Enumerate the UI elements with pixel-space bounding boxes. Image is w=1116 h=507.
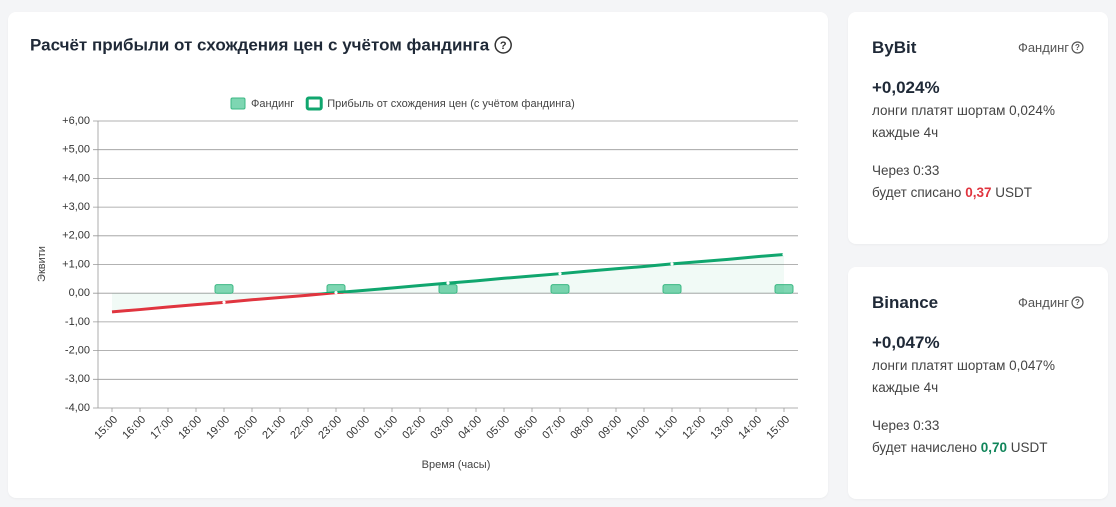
chart-title: Расчёт прибыли от схождения цен с учётом… xyxy=(30,35,490,54)
x-tick-label: 06:00 xyxy=(512,414,540,442)
y-tick-label: +3,00 xyxy=(62,201,90,213)
x-tick-label: 21:00 xyxy=(260,414,288,442)
currency: USDT xyxy=(1010,440,1048,455)
x-tick-label: 15:00 xyxy=(764,414,792,442)
x-tick-label: 09:00 xyxy=(596,414,624,442)
y-tick-label: +6,00 xyxy=(62,115,90,127)
svg-text:?: ? xyxy=(500,40,507,52)
help-icon: ? xyxy=(1071,41,1084,54)
y-tick-label: +1,00 xyxy=(62,258,90,270)
x-tick-label: 13:00 xyxy=(708,414,736,442)
svg-text:?: ? xyxy=(1075,43,1080,52)
y-tick-label: 0,00 xyxy=(69,287,90,299)
x-tick-label: 20:00 xyxy=(232,414,260,442)
x-tick-label: 16:00 xyxy=(120,414,148,442)
y-tick-label: +2,00 xyxy=(62,230,90,242)
action: будет начислено xyxy=(872,440,977,455)
chart-card: Расчёт прибыли от схождения цен с учётом… xyxy=(8,12,828,498)
svg-text:?: ? xyxy=(1075,298,1080,307)
x-tick-label: 04:00 xyxy=(456,414,484,442)
countdown: Через 0:33 xyxy=(872,418,940,433)
countdown: Через 0:33 xyxy=(872,163,940,178)
profit-point xyxy=(782,252,786,257)
legend-label: Прибыль от схождения цен (с учётом фанди… xyxy=(327,98,575,110)
help-icon: ? xyxy=(1071,296,1084,309)
period: каждые 4ч xyxy=(872,125,939,140)
amount: 0,37 xyxy=(965,185,992,200)
funding-bar xyxy=(214,284,234,294)
x-tick-label: 08:00 xyxy=(568,414,596,442)
description: лонги платят шортам 0,024% xyxy=(872,103,1055,118)
x-tick-label: 03:00 xyxy=(428,414,456,442)
action: будет списано xyxy=(872,185,962,200)
x-tick-label: 14:00 xyxy=(736,414,764,442)
x-tick-label: 19:00 xyxy=(204,414,232,442)
y-tick-label: -1,00 xyxy=(65,316,90,328)
x-tick-label: 05:00 xyxy=(484,414,512,442)
profit-point xyxy=(670,262,674,266)
x-tick-label: 11:00 xyxy=(653,414,680,441)
y-tick-label: -4,00 xyxy=(65,402,90,414)
funding-bar xyxy=(662,284,682,294)
amount: 0,70 xyxy=(980,440,1007,455)
x-tick-label: 18:00 xyxy=(176,414,204,442)
funding-bar xyxy=(550,284,570,294)
x-tick-label: 12:00 xyxy=(680,414,708,442)
exchange-name: ByBit xyxy=(872,38,917,57)
legend-swatch xyxy=(305,96,323,111)
profit-point xyxy=(446,281,450,285)
chart: Расчёт прибыли от схождения цен с учётом… xyxy=(30,35,798,471)
x-tick-label: 10:00 xyxy=(624,414,652,442)
settlement: будет начислено 0,70 USDT xyxy=(872,440,1048,455)
y-tick-label: -3,00 xyxy=(65,373,90,385)
funding-bar xyxy=(774,284,794,294)
x-axis-label: Время (часы) xyxy=(422,459,491,471)
y-axis-label: Эквити xyxy=(36,246,48,282)
exchange-card: ByBit Фандинг? +0,024% лонги платят шорт… xyxy=(848,12,1108,244)
y-tick-label: -2,00 xyxy=(65,345,90,357)
legend-label: Фандинг xyxy=(251,98,294,110)
funding-label: Фандинг xyxy=(1017,40,1069,55)
x-tick-label: 15:00 xyxy=(92,414,120,442)
x-tick-label: 01:00 xyxy=(372,414,400,442)
x-tick-label: 22:00 xyxy=(288,414,316,442)
profit-point xyxy=(558,272,562,276)
x-tick-label: 02:00 xyxy=(400,414,428,442)
period: каждые 4ч xyxy=(872,380,939,395)
x-tick-label: 23:00 xyxy=(316,414,344,442)
y-tick-label: +5,00 xyxy=(62,144,90,156)
currency: USDT xyxy=(995,185,1032,200)
funding-rate: +0,024% xyxy=(872,78,940,97)
exchange-name: Binance xyxy=(872,293,939,312)
settlement: будет списано 0,37 USDT xyxy=(872,185,1032,200)
help-icon[interactable]: ? xyxy=(494,36,512,54)
exchange-card: Binance Фандинг? +0,047% лонги платят шо… xyxy=(848,267,1108,499)
x-tick-label: 17:00 xyxy=(148,414,176,442)
funding-info[interactable]: Фандинг? xyxy=(1018,40,1084,55)
description: лонги платят шортам 0,047% xyxy=(872,358,1055,373)
funding-info[interactable]: Фандинг? xyxy=(1018,295,1084,310)
profit-point xyxy=(222,300,226,304)
funding-rate: +0,047% xyxy=(872,333,940,352)
y-tick-label: +4,00 xyxy=(62,172,90,184)
x-tick-label: 00:00 xyxy=(344,414,372,442)
x-tick-label: 07:00 xyxy=(540,414,568,442)
profit-point xyxy=(334,291,338,295)
funding-label: Фандинг xyxy=(1017,295,1069,310)
legend-swatch xyxy=(230,97,246,110)
